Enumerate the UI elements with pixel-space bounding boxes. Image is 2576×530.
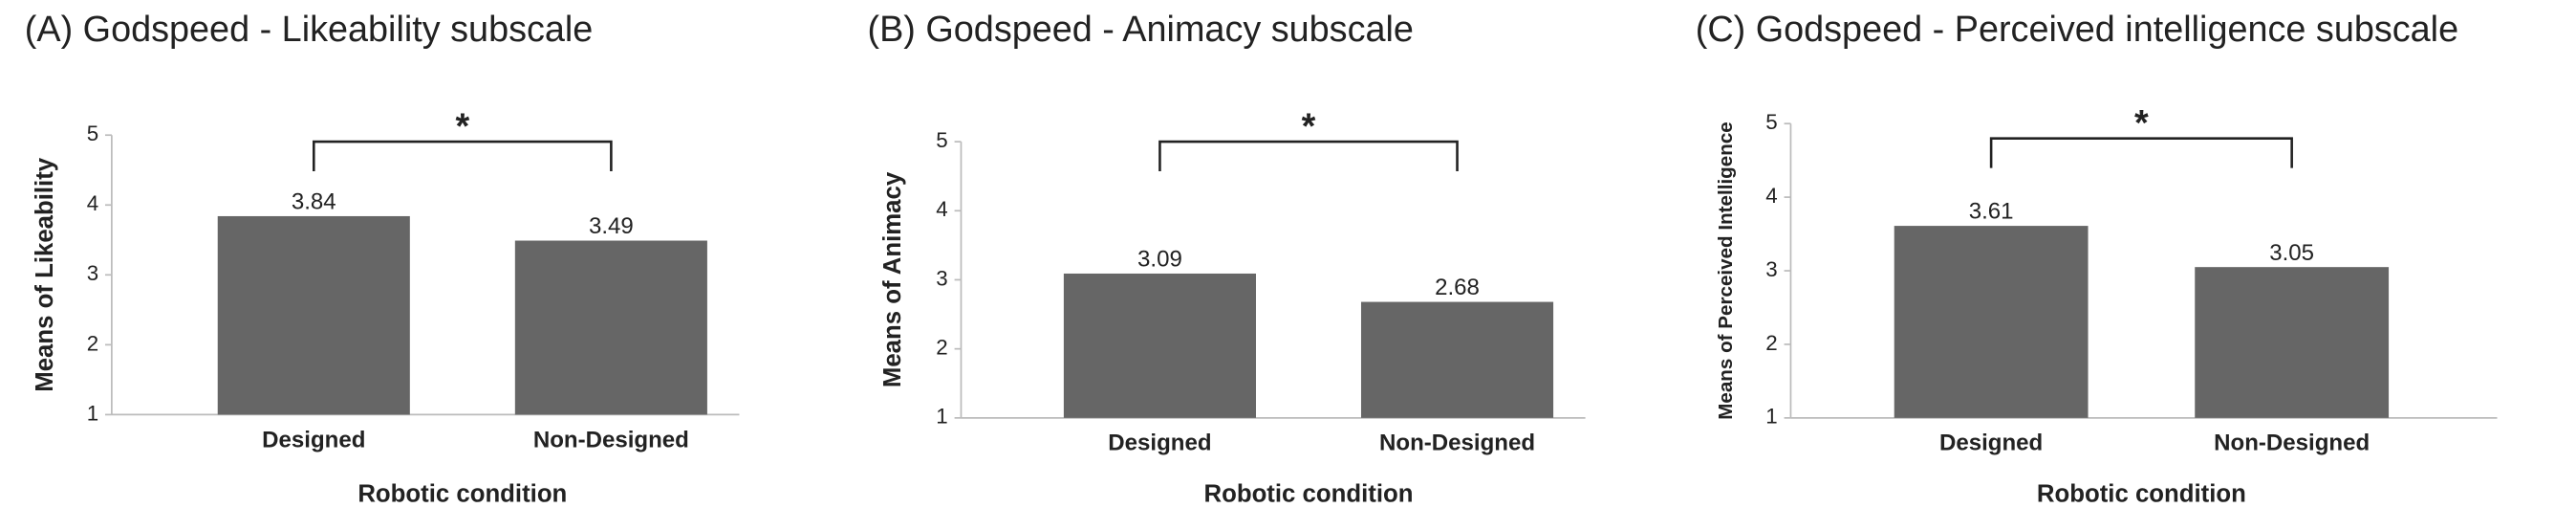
x-tick-label: Non-Designed	[2214, 431, 2370, 456]
value-label: 3.05	[2269, 240, 2314, 266]
y-tick-label: 2	[1765, 331, 1777, 355]
chart-title: (A) Godspeed - Likeability subscale	[25, 10, 594, 50]
y-tick-label: 5	[87, 121, 98, 145]
y-tick-label: 1	[87, 401, 98, 425]
y-tick-label: 4	[1765, 184, 1777, 208]
x-tick-label: Designed	[262, 427, 365, 453]
significance-bracket	[1989, 137, 2293, 168]
y-tick-label: 2	[87, 331, 98, 355]
y-axis-label: Means of Likeability	[32, 157, 58, 392]
significance-bracket	[1158, 140, 1459, 172]
y-tick-label: 2	[936, 336, 947, 360]
x-axis-label: Robotic condition	[357, 480, 567, 507]
value-label: 3.84	[292, 189, 336, 215]
y-tick-label: 3	[936, 266, 947, 290]
x-tick-label: Designed	[1108, 431, 1211, 456]
y-tick-label: 4	[87, 191, 98, 215]
bar	[2195, 267, 2390, 418]
chart-title: (B) Godspeed - Animacy subscale	[868, 10, 1414, 50]
x-axis-label: Robotic condition	[1203, 480, 1413, 507]
bar	[514, 240, 707, 415]
y-tick-label: 5	[1765, 110, 1777, 134]
y-axis-label: Means of Perceived Intelligence	[1715, 121, 1737, 420]
chart-title: (C) Godspeed - Perceived intelligence su…	[1696, 10, 2458, 50]
y-tick-label: 3	[1765, 257, 1777, 281]
bar	[217, 215, 410, 415]
value-label: 3.49	[589, 213, 634, 239]
y-tick-label: 4	[936, 197, 947, 221]
x-tick-label: Non-Designed	[1379, 431, 1535, 456]
x-tick-label: Non-Designed	[533, 427, 689, 453]
x-axis-label: Robotic condition	[2037, 480, 2246, 507]
significance-star: *	[455, 106, 469, 146]
value-label: 3.61	[1969, 199, 2014, 225]
y-tick-label: 5	[936, 128, 947, 152]
y-tick-label: 1	[1765, 405, 1777, 429]
significance-bracket	[312, 140, 613, 172]
value-label: 2.68	[1435, 275, 1480, 300]
bar	[1894, 226, 2089, 418]
bar	[1360, 301, 1554, 418]
y-tick-label: 3	[87, 261, 98, 285]
y-axis-label: Means of Animacy	[879, 171, 906, 387]
bar	[1063, 273, 1256, 418]
significance-star: *	[1302, 106, 1316, 146]
value-label: 3.09	[1137, 247, 1182, 273]
x-tick-label: Designed	[1939, 431, 2043, 456]
significance-star: *	[2134, 103, 2149, 144]
y-tick-label: 1	[936, 405, 947, 429]
